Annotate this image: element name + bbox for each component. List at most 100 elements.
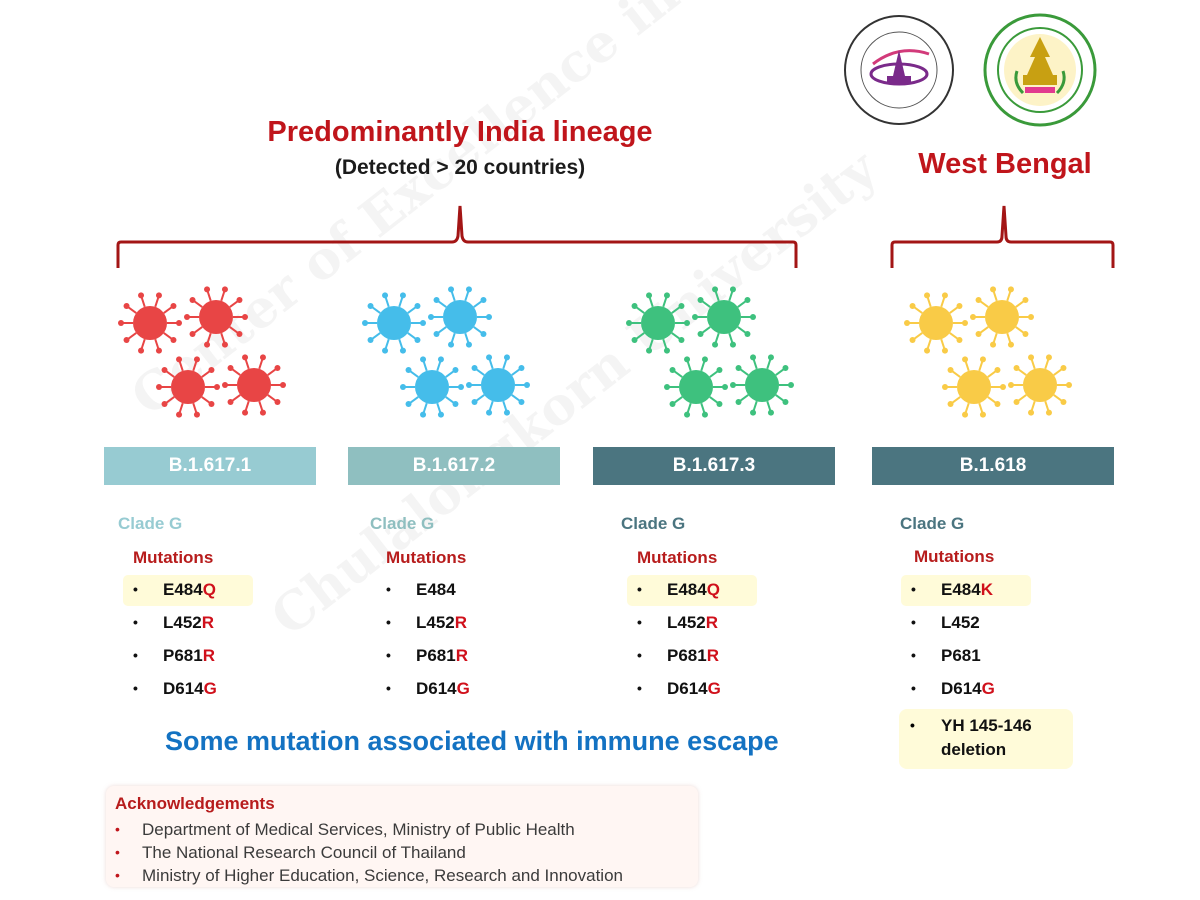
deletion-mutation-highlight: • YH 145-146 deletion xyxy=(899,709,1073,769)
mutation-highlight xyxy=(123,575,253,606)
mutations-title-b1617-1: Mutations xyxy=(133,548,214,567)
mutation-item: • P681R xyxy=(376,639,506,672)
mutation-bullet: • xyxy=(386,680,391,696)
mutation-substitution: R xyxy=(455,646,468,665)
mutation-code: E484Q xyxy=(667,573,720,606)
mutation-item: • L452R xyxy=(627,606,757,639)
mutation-code: L452R xyxy=(163,606,214,639)
center-of-excellence-virology-logo xyxy=(843,14,955,126)
virus-cluster-b1617-2 xyxy=(362,286,530,418)
mutation-code: D614G xyxy=(416,672,470,705)
mutation-item: • P681R xyxy=(627,639,757,672)
lineage-b1617-1-label: B.1.617.1 xyxy=(104,447,316,485)
clade-label-b1617-2: Clade G xyxy=(370,514,435,533)
mutation-item: • L452R xyxy=(123,606,253,639)
mutation-item: • E484 xyxy=(376,573,506,606)
deletion-mutation-bullet: • xyxy=(910,717,915,733)
mutation-position: P681 xyxy=(416,646,456,665)
mutation-bullet: • xyxy=(637,680,642,696)
mutation-item: • D614G xyxy=(627,672,757,705)
mutation-code: P681R xyxy=(416,639,468,672)
mutation-list-b1617-3: • E484Q • L452R • P681R • D614G xyxy=(627,573,757,705)
mutation-position: P681 xyxy=(163,646,203,665)
mutation-code: L452 xyxy=(941,606,980,639)
mutation-position: E484 xyxy=(941,580,981,599)
mutation-bullet: • xyxy=(133,614,138,630)
india-lineage-bracket xyxy=(116,205,798,268)
mutation-bullet: • xyxy=(386,614,391,630)
mutation-item: • E484Q xyxy=(627,573,757,606)
lineage-group-title: Predominantly India lineage xyxy=(267,116,653,148)
virus-particle-icon xyxy=(970,286,1034,348)
mutation-item: • D614G xyxy=(123,672,253,705)
mutation-code: E484K xyxy=(941,573,993,606)
mutation-substitution: R xyxy=(454,613,468,632)
mutation-item: • P681R xyxy=(123,639,253,672)
mutation-substitution: R xyxy=(706,646,719,665)
mutation-code: D614G xyxy=(667,672,721,705)
mutation-code: E484Q xyxy=(163,573,216,606)
virus-cluster-b1618 xyxy=(904,286,1072,418)
clade-label-b1617-3: Clade G xyxy=(621,514,686,533)
mutation-item: • E484Q xyxy=(123,573,253,606)
mutation-bullet: • xyxy=(911,581,916,597)
virus-particle-icon xyxy=(222,354,286,416)
acknowledgement-bullet: • xyxy=(115,844,120,860)
mutation-position: D614 xyxy=(416,679,457,698)
mutation-item: • P681 xyxy=(901,639,1031,672)
deletion-mutation-line-2: deletion xyxy=(941,740,1007,759)
mutation-item: • E484K xyxy=(901,573,1031,606)
lineage-group-subtitle: (Detected > 20 countries) xyxy=(334,156,586,179)
mutation-item: • L452 xyxy=(901,606,1031,639)
west-bengal-title: West Bengal xyxy=(918,148,1092,180)
mutation-highlight xyxy=(901,575,1031,606)
mutation-code: P681 xyxy=(941,639,981,672)
mutation-bullet: • xyxy=(133,680,138,696)
mutation-bullet: • xyxy=(637,614,642,630)
mutation-position: E484 xyxy=(163,580,203,599)
mutation-bullet: • xyxy=(637,647,642,663)
mutation-substitution: G xyxy=(203,679,217,698)
mutation-substitution: G xyxy=(981,679,995,698)
virus-particle-icon xyxy=(626,292,690,354)
virus-particle-icon xyxy=(664,356,728,418)
mutation-position: D614 xyxy=(941,679,982,698)
lineage-b1618-label: B.1.618 xyxy=(872,447,1114,485)
deletion-mutation-line-1: YH 145-146 xyxy=(941,716,1032,735)
mutation-bullet: • xyxy=(637,581,642,597)
mutation-substitution: R xyxy=(705,613,719,632)
mutation-code: L452R xyxy=(667,606,718,639)
mutation-code: P681R xyxy=(163,639,215,672)
mutation-item: • L452R xyxy=(376,606,506,639)
mutation-position: L452 xyxy=(941,613,980,632)
mutation-substitution: R xyxy=(201,613,215,632)
virus-particle-icon xyxy=(730,354,794,416)
acknowledgement-bullet: • xyxy=(115,821,120,837)
mutation-item: • D614G xyxy=(376,672,506,705)
virus-particle-icon xyxy=(118,292,182,354)
lineage-b1617-3-label: B.1.617.3 xyxy=(593,447,835,485)
mutations-title-b1617-2: Mutations xyxy=(386,548,467,567)
mutations-title-b1618: Mutations xyxy=(914,547,995,566)
mutation-code: D614G xyxy=(163,672,217,705)
mutation-position: P681 xyxy=(941,646,981,665)
acknowledgement-text: Department of Medical Services, Ministry… xyxy=(142,820,575,839)
virus-particle-icon xyxy=(428,286,492,348)
virus-cluster-b1617-1 xyxy=(118,286,286,418)
mutation-substitution: K xyxy=(980,580,993,599)
mutation-bullet: • xyxy=(911,647,916,663)
mutation-list-b1617-2: • E484 • L452R • P681R • D614G xyxy=(376,573,506,705)
mutation-substitution: Q xyxy=(706,580,720,599)
lineage-b1617-2-label: B.1.617.2 xyxy=(348,447,560,485)
clade-label-b1618: Clade G xyxy=(900,514,965,533)
mutation-bullet: • xyxy=(133,581,138,597)
virus-particle-icon xyxy=(466,354,530,416)
mutation-highlight xyxy=(627,575,757,606)
mutation-substitution: G xyxy=(456,679,470,698)
virus-particle-icon xyxy=(942,356,1006,418)
mutation-substitution: G xyxy=(707,679,721,698)
virus-particle-icon xyxy=(362,292,426,354)
mutation-code: E484 xyxy=(416,573,456,606)
mutation-position: P681 xyxy=(667,646,707,665)
mutation-position: E484 xyxy=(667,580,707,599)
